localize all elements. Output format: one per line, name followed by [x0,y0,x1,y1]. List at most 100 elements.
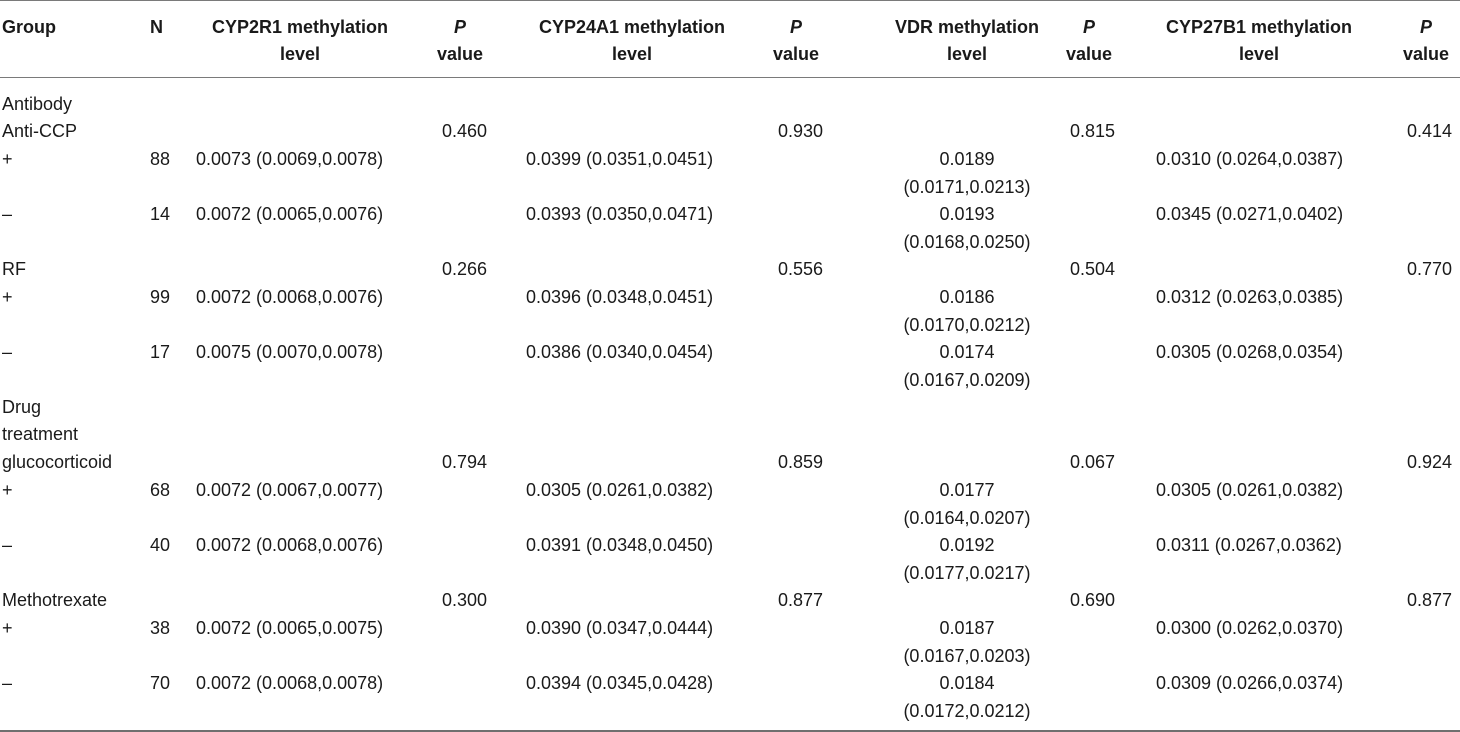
row-label: – [2,535,13,555]
cyp24a1-level: 0.0391 (0.0348,0.0450) [526,535,714,555]
cyp24a1-level: 0.0390 (0.0347,0.0444) [526,618,714,638]
vdr-median: 0.0189 [939,149,995,169]
p-value-cyp24a1: 0.556 [777,259,823,279]
p-value-cyp24a1: 0.877 [777,590,823,610]
p-value-vdr: 0.067 [1069,452,1115,472]
p-value-cyp27b1: 0.924 [1406,452,1452,472]
vdr-median: 0.0174 [939,342,995,362]
header-p2: P value [766,14,826,68]
table-bottom-rule [0,730,1460,732]
cyp2r1-level: 0.0072 (0.0065,0.0076) [196,204,384,224]
cyp27b1-level: 0.0309 (0.0266,0.0374) [1156,673,1344,693]
p-value-cyp2r1: 0.460 [441,121,487,141]
vdr-iqr: (0.0172,0.0212) [903,701,1031,721]
cyp27b1-level: 0.0311 (0.0267,0.0362) [1156,535,1342,555]
header-vdr-line2: level [946,44,988,64]
header-p1-word: value [436,44,484,64]
header-cyp2r1-line1: CYP2R1 methylation [211,17,389,37]
cyp27b1-level: 0.0312 (0.0263,0.0385) [1156,287,1344,307]
header-cyp27b1-line2: level [1238,44,1280,64]
header-cyp27b1: CYP27B1 methylation level [1148,14,1370,68]
p-value-cyp24a1: 0.930 [777,121,823,141]
cyp27b1-level: 0.0310 (0.0264,0.0387) [1156,149,1344,169]
row-label: RF [2,259,26,279]
header-cyp27b1-line1: CYP27B1 methylation [1165,17,1353,37]
p-value-cyp24a1: 0.859 [777,452,823,472]
vdr-level: 0.0177 (0.0164,0.0207) [887,476,1047,532]
header-p4: P value [1396,14,1456,68]
vdr-iqr: (0.0177,0.0217) [903,563,1031,583]
cyp2r1-level: 0.0073 (0.0069,0.0078) [196,149,384,169]
vdr-iqr: (0.0167,0.0209) [903,370,1031,390]
cyp2r1-level: 0.0075 (0.0070,0.0078) [196,342,384,362]
cyp27b1-level: 0.0305 (0.0261,0.0382) [1156,480,1344,500]
row-label: + [2,287,13,307]
p-value-vdr: 0.815 [1069,121,1115,141]
vdr-iqr: (0.0170,0.0212) [903,315,1031,335]
header-p1-letter: P [453,17,466,37]
cyp2r1-level: 0.0072 (0.0068,0.0076) [196,535,384,555]
row-n: 88 [149,149,170,169]
header-cyp24a1-line1: CYP24A1 methylation [538,17,726,37]
cyp24a1-level: 0.0394 (0.0345,0.0428) [526,673,714,693]
row-label: Anti-CCP [2,121,78,141]
p-value-cyp27b1: 0.414 [1406,121,1452,141]
header-p4-word: value [1402,44,1450,64]
vdr-level: 0.0192 (0.0177,0.0217) [887,531,1047,587]
cyp27b1-level: 0.0300 (0.0262,0.0370) [1156,618,1344,638]
row-label: treatment [2,424,79,444]
row-label: – [2,342,13,362]
header-cyp24a1-line2: level [611,44,653,64]
header-group: Group [2,17,56,37]
p-value-cyp27b1: 0.877 [1406,590,1452,610]
cyp2r1-level: 0.0072 (0.0065,0.0075) [196,618,384,638]
vdr-median: 0.0192 [939,535,995,555]
cyp2r1-level: 0.0072 (0.0067,0.0077) [196,480,384,500]
row-n: 38 [149,618,170,638]
row-label: Drug [2,397,42,417]
cyp27b1-level: 0.0305 (0.0268,0.0354) [1156,342,1344,362]
header-p2-word: value [772,44,820,64]
row-label: + [2,618,13,638]
vdr-level: 0.0186 (0.0170,0.0212) [887,283,1047,339]
header-vdr-line1: VDR methylation [894,17,1040,37]
vdr-iqr: (0.0168,0.0250) [903,232,1031,252]
cyp27b1-level: 0.0345 (0.0271,0.0402) [1156,204,1344,224]
header-rule [0,77,1460,78]
row-label: Methotrexate [2,590,108,610]
header-p3-letter: P [1082,17,1095,37]
p-value-vdr: 0.690 [1069,590,1115,610]
row-n: 40 [149,535,170,555]
header-p3-word: value [1065,44,1113,64]
row-n: 70 [149,673,170,693]
row-n: 68 [149,480,170,500]
vdr-level: 0.0184 (0.0172,0.0212) [887,669,1047,725]
table-top-rule [0,0,1460,1]
row-label: Antibody [2,94,73,114]
cyp24a1-level: 0.0399 (0.0351,0.0451) [526,149,714,169]
header-cyp24a1: CYP24A1 methylation level [522,14,742,68]
cyp24a1-level: 0.0305 (0.0261,0.0382) [526,480,714,500]
vdr-level: 0.0174 (0.0167,0.0209) [887,338,1047,394]
header-cyp2r1-line2: level [279,44,321,64]
row-label: glucocorticoid [2,452,113,472]
vdr-level: 0.0189 (0.0171,0.0213) [887,145,1047,201]
vdr-iqr: (0.0167,0.0203) [903,646,1031,666]
vdr-iqr: (0.0171,0.0213) [903,177,1031,197]
row-n: 17 [149,342,170,362]
p-value-cyp2r1: 0.794 [441,452,487,472]
header-p2-letter: P [789,17,802,37]
vdr-median: 0.0186 [939,287,995,307]
row-label: – [2,204,13,224]
header-p1: P value [430,14,490,68]
cyp24a1-level: 0.0393 (0.0350,0.0471) [526,204,714,224]
vdr-median: 0.0184 [939,673,995,693]
p-value-cyp27b1: 0.770 [1406,259,1452,279]
p-value-cyp2r1: 0.300 [441,590,487,610]
row-label: + [2,149,13,169]
p-value-cyp2r1: 0.266 [441,259,487,279]
vdr-median: 0.0187 [939,618,995,638]
header-n: N [150,17,163,37]
cyp2r1-level: 0.0072 (0.0068,0.0076) [196,287,384,307]
row-label: – [2,673,13,693]
